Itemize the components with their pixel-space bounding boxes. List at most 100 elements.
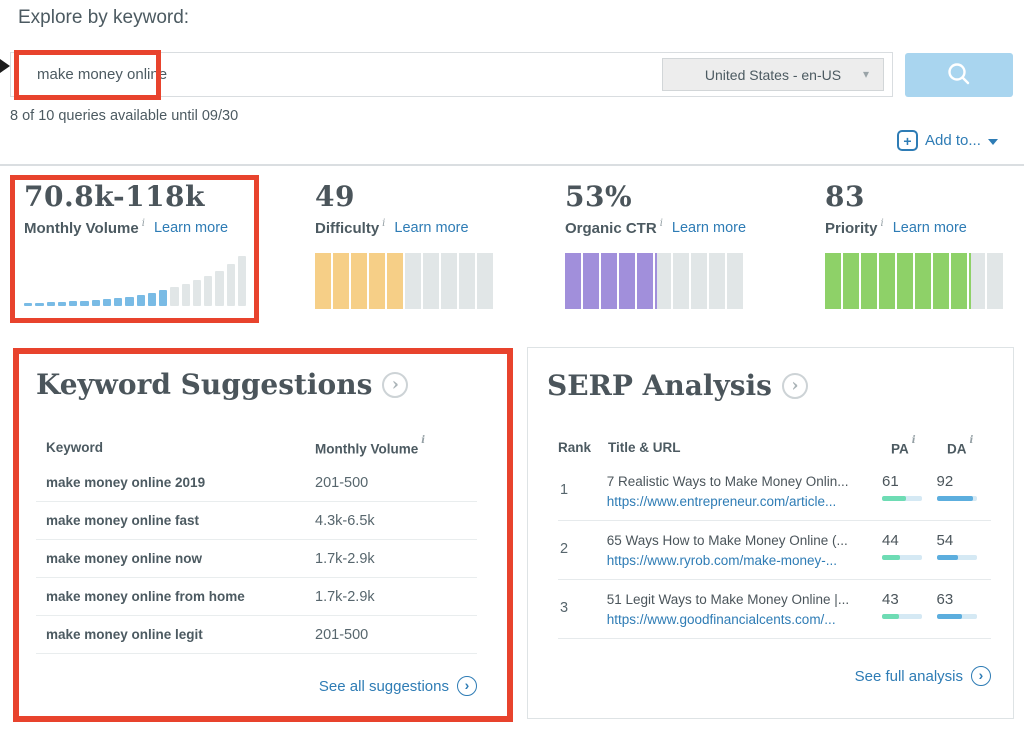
serp-rank: 1 — [560, 482, 569, 498]
serp-result-row: 1 7 Realistic Ways to Make Money Onlin...… — [558, 462, 991, 522]
suggested-keyword[interactable]: make money online fast — [46, 513, 200, 528]
keyword-suggestions-panel: Keyword Suggestions › Keyword Monthly Vo… — [13, 348, 513, 722]
info-icon[interactable]: i — [880, 217, 884, 229]
histogram-bar — [215, 270, 224, 306]
serp-rank: 2 — [560, 541, 569, 558]
meter-segment — [583, 252, 599, 309]
meter-segment — [601, 252, 617, 309]
chevron-right-icon: › — [971, 666, 991, 686]
pa-value: 61 — [882, 473, 899, 490]
histogram-bar — [147, 292, 156, 306]
learn-more-link[interactable]: Learn more — [394, 220, 469, 237]
serp-result-title[interactable]: 7 Realistic Ways to Make Money Onlin... — [606, 474, 849, 489]
serp-result-url[interactable]: https://www.entrepreneur.com/article... — [606, 493, 837, 509]
meter-segment — [987, 252, 1003, 309]
da-bar — [936, 555, 977, 561]
meter-segment — [843, 252, 859, 309]
histogram-bar — [170, 286, 179, 306]
keyword-input[interactable] — [11, 53, 651, 96]
da-metric: 54 — [936, 531, 991, 570]
meter-segment — [915, 252, 931, 309]
meter-segment — [459, 252, 475, 309]
column-header-da: DAi — [947, 435, 974, 457]
chevron-right-icon: › — [457, 676, 477, 696]
pa-metric: 61 — [882, 472, 936, 511]
meter-segment — [405, 252, 421, 309]
histogram-bar — [136, 294, 145, 306]
open-suggestions-icon[interactable]: › — [382, 371, 409, 398]
serp-analysis-title: SERP Analysis › — [547, 369, 808, 402]
pa-bar — [882, 496, 923, 501]
search-button[interactable] — [905, 53, 1013, 97]
metric-card-difficulty: 49 Difficulty i Learn more — [315, 181, 493, 309]
page-title: Explore by keyword: — [18, 7, 190, 28]
suggested-keyword[interactable]: make money online 2019 — [46, 475, 206, 490]
locale-dropdown[interactable]: United States - en-US ▾ — [662, 58, 884, 91]
keyword-suggestion-row[interactable]: make money online from home 1.7k-2.9k — [36, 578, 477, 616]
meter-segment — [655, 252, 671, 309]
serp-result-url[interactable]: https://www.goodfinancialcents.com/... — [606, 611, 836, 627]
meter-segment — [637, 252, 653, 309]
serp-result-row: 3 51 Legit Ways to Make Money Online |...… — [558, 580, 991, 640]
histogram-bar — [204, 275, 213, 306]
serp-result-row: 2 65 Ways How to Make Money Online (... ht… — [558, 521, 991, 581]
info-icon[interactable]: i — [911, 435, 916, 446]
add-to-button[interactable]: + Add to... — [897, 130, 998, 151]
info-icon[interactable]: i — [659, 217, 663, 229]
info-icon[interactable]: i — [382, 217, 386, 229]
learn-more-link[interactable]: Learn more — [153, 220, 229, 237]
meter-segment — [933, 252, 949, 309]
see-all-suggestions-link[interactable]: See all suggestions › — [36, 676, 477, 696]
pa-bar — [882, 614, 923, 620]
keyword-suggestion-row[interactable]: make money online 2019 201-500 — [36, 464, 477, 502]
meter-segment — [351, 252, 367, 309]
keyword-suggestion-row[interactable]: make money online now 1.7k-2.9k — [36, 540, 477, 578]
metric-card-priority: 83 Priority i Learn more — [825, 181, 1003, 309]
chevron-down-icon: ▾ — [862, 67, 869, 81]
learn-more-link[interactable]: Learn more — [671, 220, 747, 237]
suggested-keyword-volume: 201-500 — [315, 474, 369, 491]
keyword-suggestion-row[interactable]: make money online fast 4.3k-6.5k — [36, 502, 477, 540]
organic-ctr-value: 53% — [565, 180, 633, 213]
info-icon[interactable]: i — [141, 217, 145, 229]
difficulty-label: Difficulty — [315, 219, 380, 237]
suggested-keyword[interactable]: make money online now — [46, 551, 203, 566]
suggested-keyword[interactable]: make money online legit — [46, 627, 203, 642]
locale-dropdown-value: United States - en-US — [704, 66, 842, 83]
suggested-keyword-volume: 4.3k-6.5k — [315, 512, 375, 529]
meter-segment — [709, 252, 725, 309]
see-full-analysis-link[interactable]: See full analysis › — [558, 666, 991, 686]
column-header-pa: PAi — [891, 435, 916, 457]
keyword-suggestion-row[interactable]: make money online legit 201-500 — [36, 616, 477, 654]
info-icon[interactable]: i — [421, 435, 426, 446]
keyword-suggestions-title: Keyword Suggestions › — [36, 368, 409, 401]
serp-result-title[interactable]: 65 Ways How to Make Money Online (... — [606, 533, 848, 549]
histogram-bar — [125, 296, 134, 306]
metric-card-monthly-volume: 70.8k-118k Monthly Volume i Learn more — [24, 181, 246, 306]
histogram-bar — [91, 299, 100, 306]
histogram-bar — [24, 302, 33, 306]
column-header-title-url: Title & URL — [608, 440, 681, 455]
meter-segment — [565, 252, 581, 309]
suggested-keyword-volume: 1.7k-2.9k — [315, 550, 375, 567]
info-icon[interactable]: i — [969, 435, 974, 446]
serp-result-title[interactable]: 51 Legit Ways to Make Money Online |... — [606, 592, 850, 608]
da-metric: 63 — [936, 590, 991, 629]
monthly-volume-label: Monthly Volume — [24, 219, 139, 237]
cursor-arrow-icon — [0, 59, 10, 73]
meter-segment — [879, 252, 895, 309]
keyword-search-bar: United States - en-US ▾ — [10, 52, 893, 97]
serp-rank: 3 — [560, 600, 569, 617]
pa-value: 44 — [882, 532, 899, 550]
section-divider — [0, 164, 1024, 166]
learn-more-link[interactable]: Learn more — [892, 220, 967, 237]
serp-analysis-panel: SERP Analysis › Rank Title & URL PAi DAi… — [527, 347, 1014, 719]
open-serp-analysis-icon[interactable]: › — [781, 372, 808, 399]
pa-metric: 43 — [882, 590, 936, 629]
meter-segment — [315, 252, 331, 309]
plus-icon: + — [897, 130, 918, 151]
serp-result-url[interactable]: https://www.ryrob.com/make-money-... — [606, 552, 838, 568]
meter-segment — [969, 252, 985, 309]
suggested-keyword[interactable]: make money online from home — [46, 589, 245, 604]
column-header-rank: Rank — [558, 440, 592, 455]
